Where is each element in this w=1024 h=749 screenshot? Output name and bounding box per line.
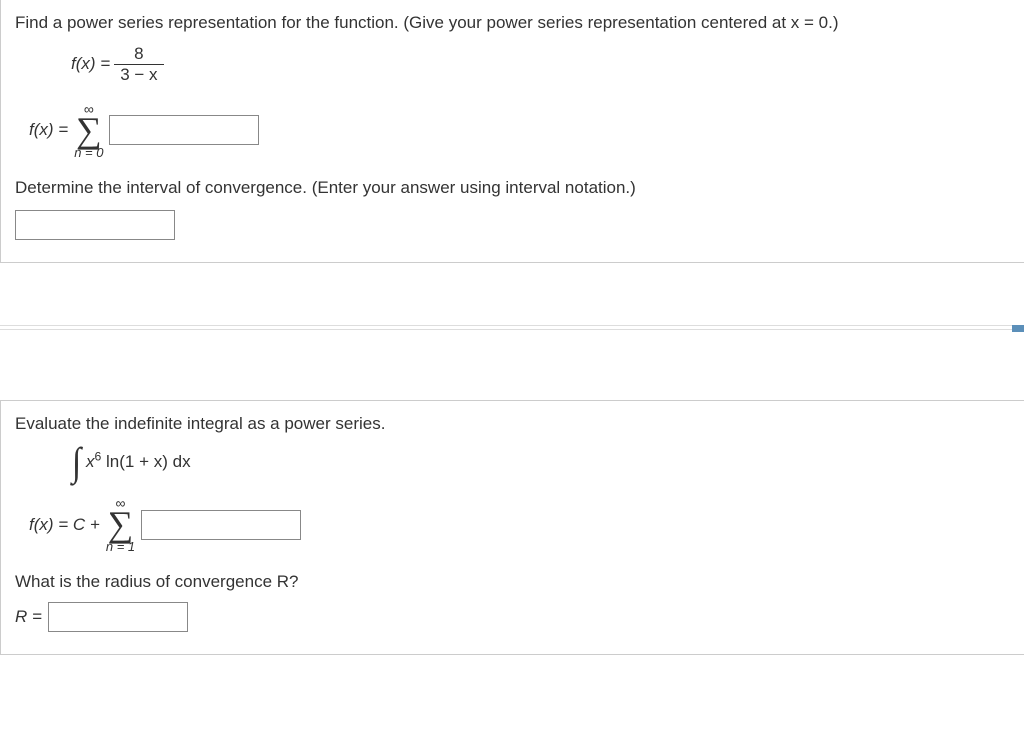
q1-frac-den: 3 − x — [114, 64, 163, 84]
q1-series-term-input[interactable] — [109, 115, 259, 145]
q1-frac-num: 8 — [128, 45, 149, 64]
sigma-symbol: ∑ — [108, 508, 134, 540]
question-2: Evaluate the indefinite integral as a po… — [0, 400, 1024, 655]
sigma-lower: n = 1 — [106, 540, 135, 553]
sigma-symbol: ∑ — [76, 114, 102, 146]
q1-interval-row — [15, 210, 1010, 240]
q1-fraction: 8 3 − x — [114, 45, 163, 84]
q2-integrand: x6 ln(1 + x) dx — [86, 452, 191, 472]
q2-radius-lhs: R = — [15, 607, 42, 627]
q1-series-row: f(x) = ∞ ∑ n = 0 — [29, 102, 1010, 159]
sigma-icon: ∞ ∑ n = 0 — [74, 102, 103, 159]
q1-interval-prompt: Determine the interval of convergence. (… — [15, 177, 1010, 200]
q2-prompt: Evaluate the indefinite integral as a po… — [15, 413, 1010, 436]
q2-series-row: f(x) = C + ∞ ∑ n = 1 — [29, 496, 1010, 553]
q2-series-term-input[interactable] — [141, 510, 301, 540]
sigma-lower: n = 0 — [74, 146, 103, 159]
q2-radius-input[interactable] — [48, 602, 188, 632]
integral-icon: ∫ — [72, 446, 81, 478]
question-1: Find a power series representation for t… — [0, 0, 1024, 263]
q1-series-lhs: f(x) = — [29, 120, 68, 140]
q1-func-lhs: f(x) = — [71, 54, 110, 74]
q1-interval-input[interactable] — [15, 210, 175, 240]
q2-radius-prompt: What is the radius of convergence R? — [15, 571, 1010, 594]
q2-radius-row: R = — [15, 602, 1010, 632]
q2-integral-def: ∫ x6 ln(1 + x) dx — [71, 446, 1010, 478]
integrand-rest: ln(1 + x) dx — [101, 452, 190, 471]
q1-function-def: f(x) = 8 3 − x — [71, 45, 1010, 84]
section-divider — [0, 325, 1024, 330]
sigma-icon: ∞ ∑ n = 1 — [106, 496, 135, 553]
q2-series-lhs: f(x) = C + — [29, 515, 100, 535]
q1-prompt: Find a power series representation for t… — [15, 12, 1010, 35]
